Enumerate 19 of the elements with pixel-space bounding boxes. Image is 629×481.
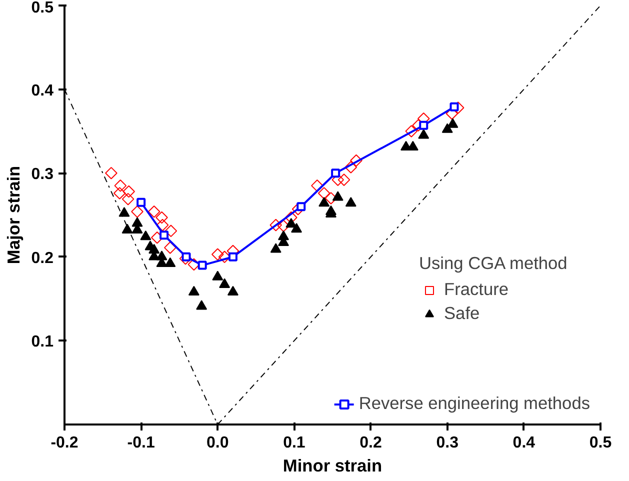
legend-label: Fracture	[444, 279, 509, 300]
y-tick-label: 0.4	[31, 82, 54, 100]
legend-label: Reverse engineering methods	[358, 393, 590, 414]
y-axis-title: Major strain	[3, 166, 24, 264]
legend-label: Safe	[444, 303, 480, 324]
x-tick-label: -0.2	[50, 434, 78, 452]
y-tick-label: 0.1	[31, 334, 54, 351]
y-tick-label: 0.2	[31, 250, 54, 267]
x-tick-label: 0.4	[512, 434, 536, 452]
x-tick-label: 0.5	[589, 434, 612, 452]
x-tick-label: 0.3	[436, 434, 459, 452]
x-tick-label: -0.1	[127, 434, 155, 452]
x-axis-title: Minor strain	[282, 456, 382, 476]
x-tick-label: 0.1	[283, 434, 306, 452]
x-tick-label: 0.0	[206, 434, 229, 452]
legend-title: Using CGA method	[419, 253, 568, 274]
y-tick-label: 0.3	[31, 166, 54, 184]
y-tick-label: 0.5	[31, 0, 54, 16]
x-tick-label: 0.2	[360, 434, 382, 452]
